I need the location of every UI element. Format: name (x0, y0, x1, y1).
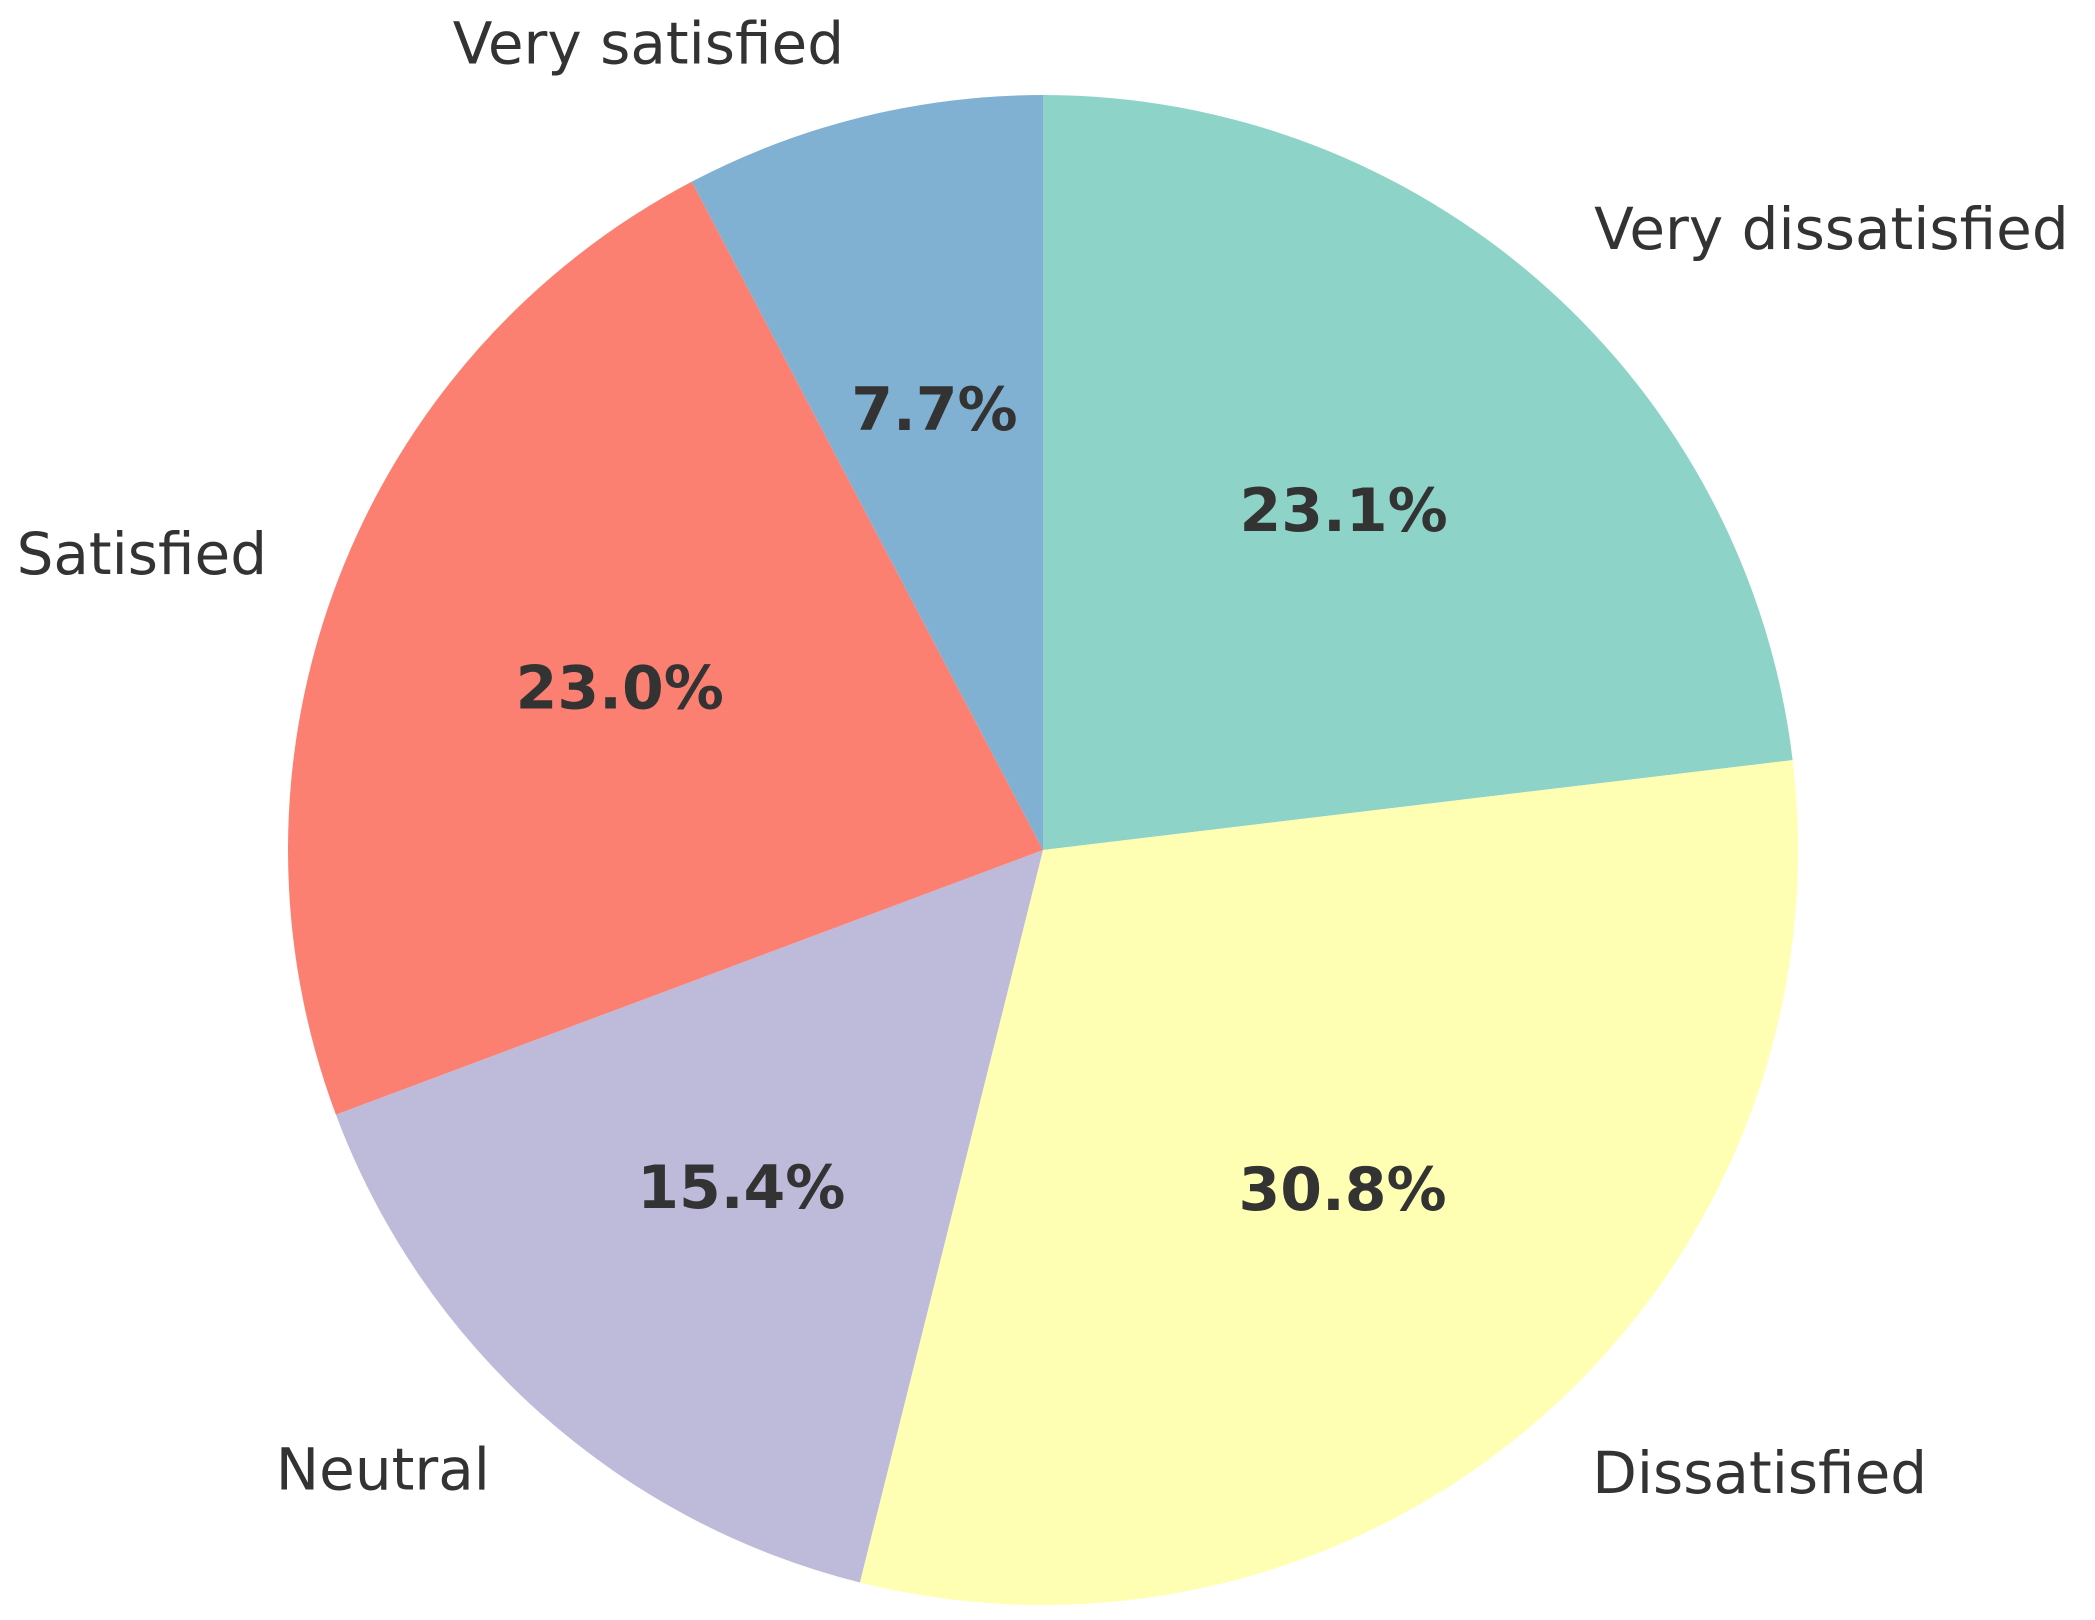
pie-labels: 23.1% Very dissatisfied 30.8% Dissatisfied 1… (17, 10, 2069, 1507)
pie-pct-label-satisfied: 23.0% (516, 654, 724, 724)
pie-slice-neutral (335, 850, 1043, 1583)
pie-slice-very-dissatisfied (1043, 95, 1793, 850)
pie-category-label-very-dissatisfied: Very dissatisfied (1594, 195, 2068, 263)
pie-slices (288, 95, 1798, 1606)
pie-category-label-neutral: Neutral (276, 1436, 490, 1504)
pie-category-label-satisfied: Satisfied (17, 520, 267, 588)
pie-pct-label-very-satisfied: 7.7% (851, 375, 1017, 445)
pie-category-label-dissatisfied: Dissatisfied (1592, 1439, 1927, 1507)
pie-slice-satisfied (288, 181, 1043, 1115)
pie-pct-label-very-dissatisfied: 23.1% (1240, 476, 1448, 546)
pie-slice-dissatisfied (859, 760, 1798, 1606)
pie-slice-very-satisfied (691, 95, 1043, 850)
pie-category-label-very-satisfied: Very satisfied (453, 10, 844, 78)
pie-pct-label-dissatisfied: 30.8% (1238, 1155, 1446, 1225)
pie-pct-label-neutral: 15.4% (637, 1153, 845, 1223)
